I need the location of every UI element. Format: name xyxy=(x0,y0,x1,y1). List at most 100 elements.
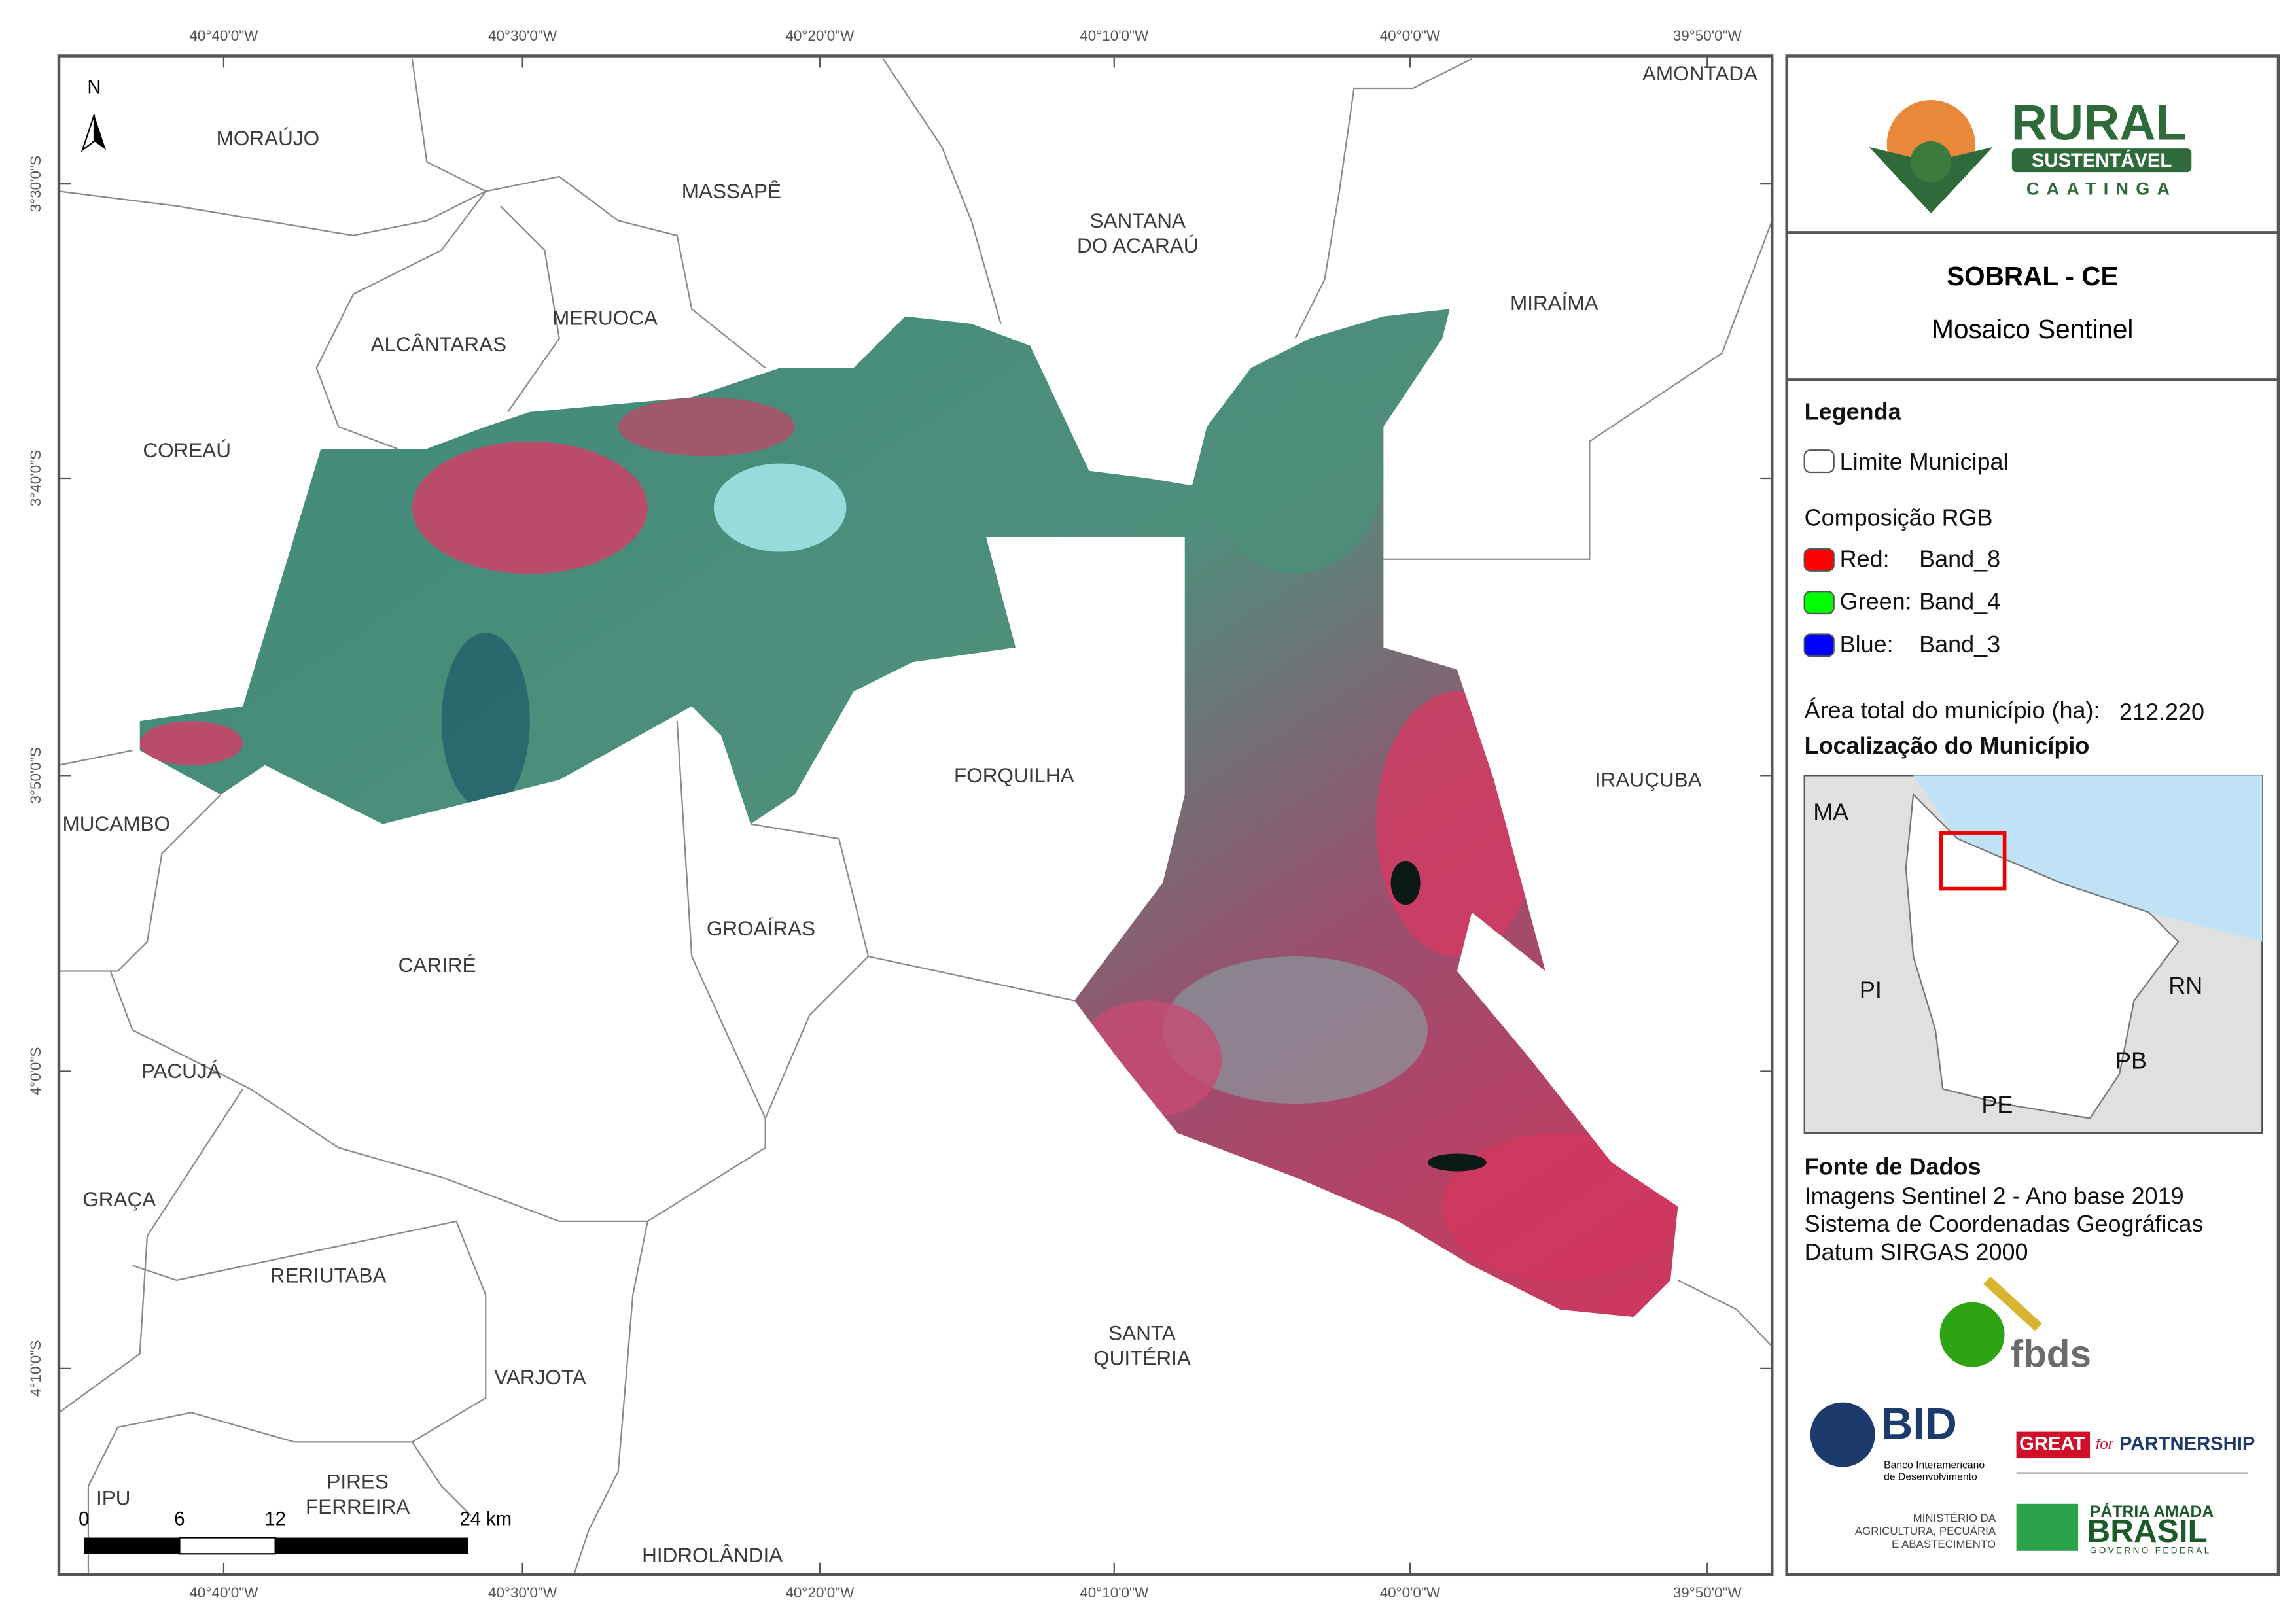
lon-label: 40°10'0"W xyxy=(1080,1584,1149,1601)
brasil-flag xyxy=(2016,1503,2079,1551)
municipality-label: GROAÍRAS xyxy=(707,916,815,940)
lat-label: 4°0'0"S xyxy=(27,1047,44,1096)
scale-label: 0 xyxy=(79,1509,89,1529)
sources-title: Fonte de Dados xyxy=(1805,1153,1981,1179)
rgb-band: Band_8 xyxy=(1919,545,2000,572)
location-box xyxy=(1939,831,2007,891)
brasil-main: BRASIL xyxy=(2087,1513,2208,1549)
scale-segment xyxy=(84,1537,180,1554)
texture xyxy=(1427,1153,1487,1172)
lat-label: 3°40'0"S xyxy=(27,450,44,506)
boundary xyxy=(500,205,560,413)
legend-heading: Composição RGB xyxy=(1805,504,1993,531)
boundary xyxy=(1294,88,1355,339)
municipality-label: MASSAPÊ xyxy=(682,179,781,203)
municipality-label: CARIRÉ xyxy=(398,953,476,977)
scale-segment xyxy=(179,1537,276,1555)
municipality-label: GRAÇA xyxy=(82,1187,156,1211)
rgb-label: Blue: xyxy=(1840,631,1894,657)
panel-subtitle: Mosaico Sentinel xyxy=(1932,314,2133,344)
boundary xyxy=(411,1441,472,1516)
rgb-swatch xyxy=(1803,548,1835,572)
texture xyxy=(1390,860,1421,905)
lon-label: 40°10'0"W xyxy=(1080,27,1149,44)
municipality-label: RERIUTABA xyxy=(270,1264,387,1287)
texture xyxy=(412,441,648,574)
logo-title: RURAL xyxy=(2011,96,2187,151)
rgb-band: Band_4 xyxy=(1919,588,2000,615)
boundary xyxy=(411,58,766,369)
municipality-label: SANTA xyxy=(1108,1321,1176,1344)
legend-item: Limite Municipal xyxy=(1840,448,2009,475)
logo-caatinga: CAATINGA xyxy=(2026,179,2177,198)
source-line: Sistema de Coordenadas Geográficas xyxy=(1805,1210,2204,1237)
scale-segment xyxy=(275,1537,468,1554)
bid-text: BID xyxy=(1881,1400,1957,1449)
north-arrow-right xyxy=(94,114,106,150)
municipality-label: DO ACARAÚ xyxy=(1077,234,1198,257)
source-line: Imagens Sentinel 2 - Ano base 2019 xyxy=(1805,1182,2184,1209)
bid-sub: Banco Interamericano xyxy=(1884,1459,1985,1471)
lat-label: 3°30'0"S xyxy=(27,156,44,212)
rgb-label: Green: xyxy=(1840,588,1912,615)
legend-title: Legenda xyxy=(1805,398,1902,425)
municipality-label: FERREIRA xyxy=(306,1495,410,1518)
inset-label: RN xyxy=(2168,972,2202,999)
texture xyxy=(139,721,243,765)
inset-label: MA xyxy=(1813,798,1848,825)
north-label: N xyxy=(87,77,101,98)
texture xyxy=(618,397,795,457)
municipality-label: MIRAÍMA xyxy=(1510,291,1598,315)
municipality-label: AMONTADA xyxy=(1642,61,1757,85)
boundary xyxy=(1677,1279,1773,1347)
fbds-stroke xyxy=(1983,1276,2042,1331)
boundary xyxy=(59,794,222,972)
ministry-text: AGRICULTURA, PECUÁRIA xyxy=(1855,1525,1996,1537)
bid-sub: de Desenvolvimento xyxy=(1884,1471,1977,1482)
brasil-top: PÁTRIA AMADA xyxy=(2090,1503,2214,1521)
inset-label: PB xyxy=(2115,1047,2147,1074)
map-frame xyxy=(57,54,1774,1577)
texture xyxy=(1442,1132,1678,1280)
lon-label: 40°0'0"W xyxy=(1380,27,1441,44)
boundary xyxy=(58,750,133,766)
inset-map xyxy=(1803,775,2263,1134)
municipality-label: VARJOTA xyxy=(494,1365,586,1389)
lat-label: 4°10'0"S xyxy=(27,1340,44,1397)
fbds-logo xyxy=(1939,1302,2005,1367)
municipality-label: COREAÚ xyxy=(143,438,231,462)
boundary xyxy=(315,190,487,450)
municipality-label: HIDROLÂNDIA xyxy=(642,1543,783,1567)
lon-label: 40°40'0"W xyxy=(189,1584,258,1601)
municipality-label: MORAÚJO xyxy=(217,126,319,150)
north-arrow xyxy=(80,114,106,152)
boundary xyxy=(58,1088,244,1414)
lat-label: 3°50'0"S xyxy=(27,747,44,803)
municipality-label: MERUOCA xyxy=(552,305,658,329)
lon-label: 40°0'0"W xyxy=(1380,1584,1441,1601)
brasil-sub: GOVERNO FEDERAL xyxy=(2090,1545,2211,1555)
ministry-text: MINISTÉRIO DA xyxy=(1913,1512,1996,1524)
boundary xyxy=(1354,58,1472,90)
inset-label: PI xyxy=(1860,977,1882,1003)
great-for: for xyxy=(2096,1436,2114,1452)
municipality-label: QUITÉRIA xyxy=(1093,1346,1191,1370)
texture xyxy=(1162,956,1428,1104)
texture xyxy=(713,463,847,552)
municipal-boundaries xyxy=(58,58,1773,1575)
rgb-swatch xyxy=(1803,591,1835,615)
panel-title: SOBRAL - CE xyxy=(1947,261,2118,291)
municipality-label: PACUJÁ xyxy=(141,1059,221,1083)
location-title: Localização do Município xyxy=(1805,732,2090,759)
logo-mark xyxy=(1869,99,2192,214)
great-badge xyxy=(2016,1431,2091,1459)
boundary xyxy=(573,1221,648,1575)
boundary-swatch xyxy=(1803,449,1835,474)
area-label: Área total do município (ha): xyxy=(1805,697,2100,724)
boundary xyxy=(868,955,1075,1002)
ministry-text: E ABASTECIMENTO xyxy=(1892,1538,1996,1550)
area-value: 212.220 xyxy=(2119,698,2204,725)
ocean xyxy=(1913,775,2263,942)
municipality-label: IRAUÇUBA xyxy=(1595,768,1702,792)
